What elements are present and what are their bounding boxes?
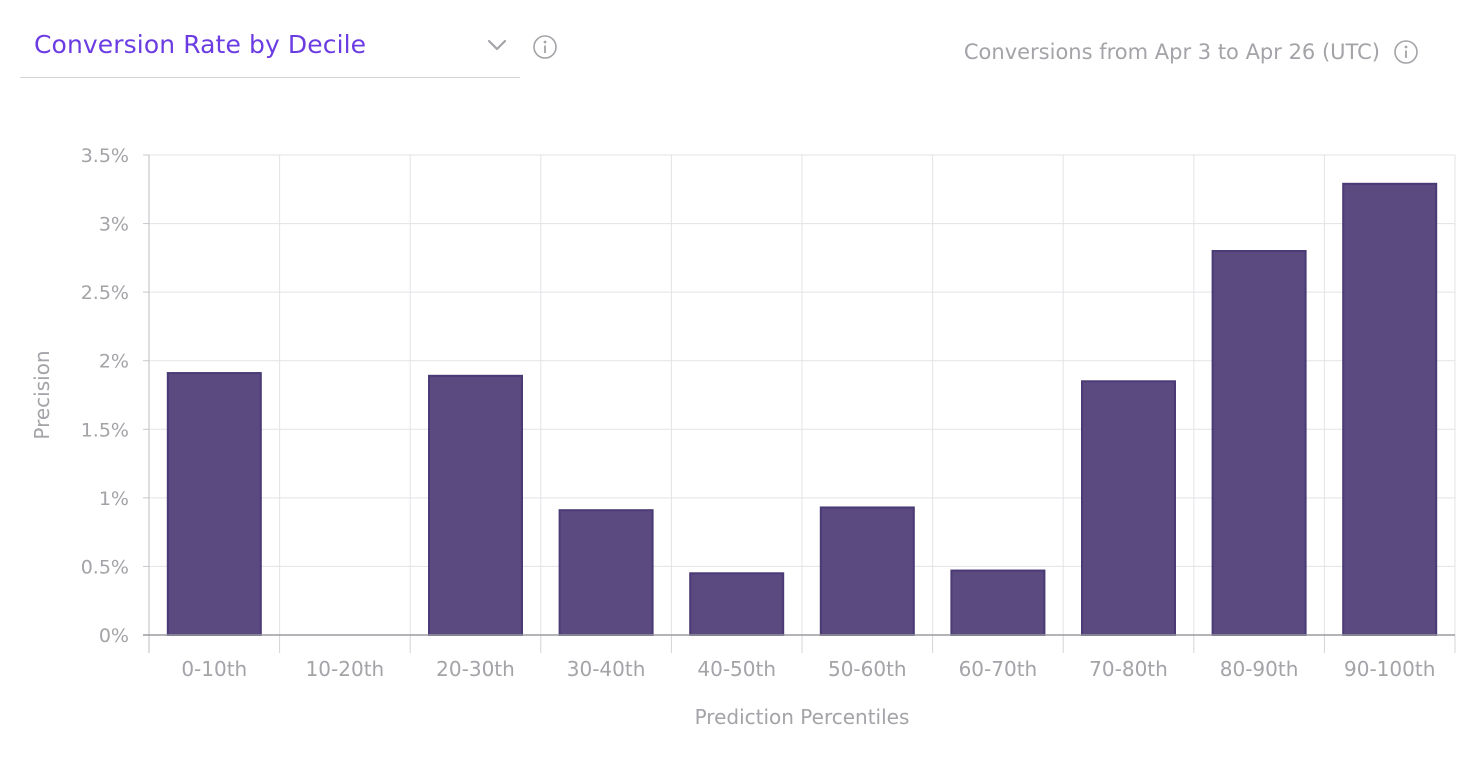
info-icon[interactable] [533, 35, 557, 59]
bar-80-90th[interactable] [1211, 250, 1307, 636]
x-tick-label: 50-60th [828, 657, 907, 681]
bar-90-100th[interactable] [1342, 182, 1438, 637]
x-tick-label: 70-80th [1089, 657, 1168, 681]
bar-50-60th[interactable] [819, 506, 915, 637]
x-tick-label: 30-40th [567, 657, 646, 681]
x-tick-label: 40-50th [697, 657, 776, 681]
info-icon[interactable] [1394, 40, 1418, 64]
y-tick-label: 0% [99, 625, 129, 647]
bars [166, 182, 1438, 637]
y-tick-label: 0.5% [81, 556, 129, 578]
y-tick-label: 1.5% [81, 419, 129, 441]
bar-40-50th[interactable] [689, 572, 785, 636]
axes: 0% 0.5% 1% 1.5% 2% 2.5% 3% 3.5% 0-10th 10-20th 20-… [81, 145, 1456, 681]
y-tick-label: 3% [99, 214, 129, 236]
y-axis-title: Precision [30, 350, 54, 439]
x-tick-label: 60-70th [959, 657, 1038, 681]
x-tick-label: 0-10th [181, 657, 247, 681]
metric-select[interactable]: Conversion Rate by Decile [20, 14, 520, 78]
metric-select-label: Conversion Rate by Decile [34, 30, 367, 59]
y-tick-label: 3.5% [81, 145, 129, 167]
date-range-label: Conversions from Apr 3 to Apr 26 (UTC) [963, 40, 1380, 64]
y-tick-label: 2% [99, 351, 129, 373]
bar-60-70th[interactable] [950, 569, 1046, 636]
x-tick-label: 20-30th [436, 657, 515, 681]
bar-70-80th[interactable] [1081, 380, 1176, 636]
y-tick-label: 2.5% [81, 282, 129, 304]
x-axis-title: Prediction Percentiles [695, 705, 910, 729]
x-tick-label: 90-100th [1344, 657, 1435, 681]
bar-0-10th[interactable] [166, 372, 262, 636]
chevron-down-icon[interactable] [486, 34, 508, 56]
bar-30-40th[interactable] [558, 509, 654, 637]
bar-20-30th[interactable] [428, 374, 523, 636]
x-tick-label: 10-20th [306, 657, 385, 681]
y-tick-label: 1% [99, 488, 129, 510]
x-tick-label: 80-90th [1220, 657, 1299, 681]
